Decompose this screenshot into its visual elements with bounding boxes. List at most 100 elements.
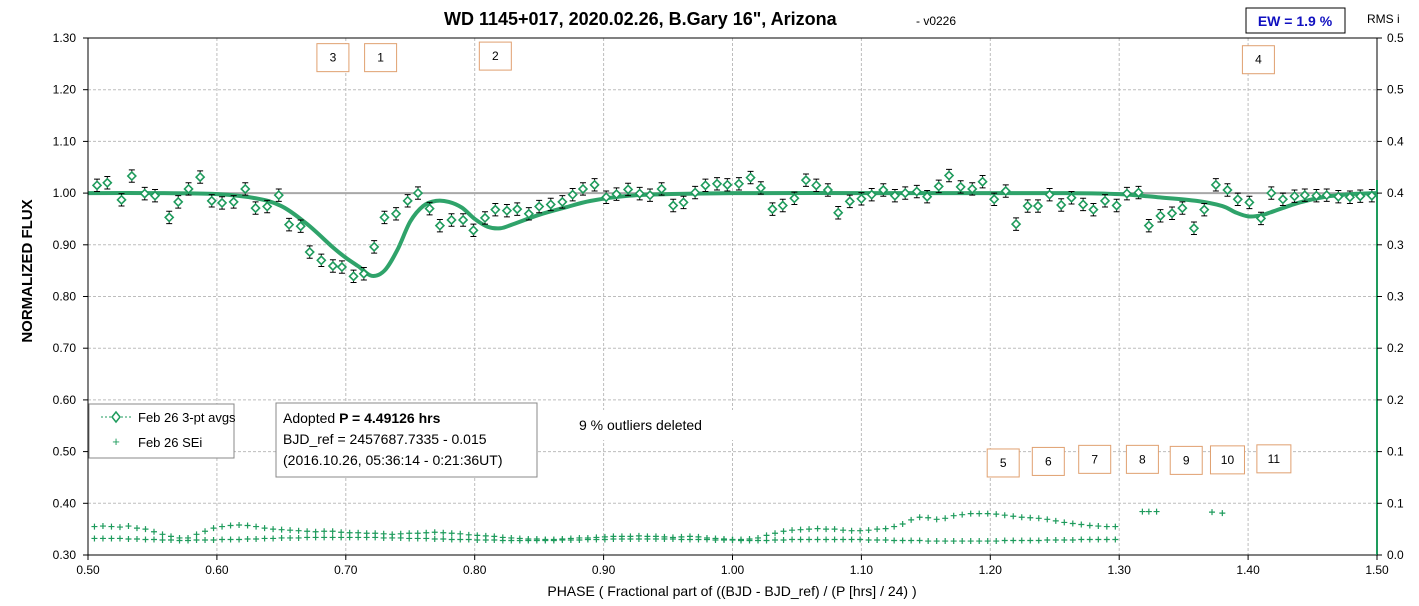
legend-box	[88, 403, 235, 459]
avg-point	[126, 170, 137, 182]
avg-point	[989, 194, 1000, 205]
y2-tick-label: 0.2	[1387, 393, 1404, 407]
avg-point	[577, 183, 589, 195]
avg-point	[358, 268, 369, 279]
sei-point	[338, 534, 345, 541]
dip-label-box	[1256, 444, 1292, 474]
avg-point	[1210, 179, 1222, 190]
sei-point	[576, 537, 583, 544]
info-line3: (2016.10.26, 05:36:14 - 0:21:36UT)	[283, 452, 502, 468]
avg-point	[900, 187, 911, 199]
avg-point	[977, 176, 988, 187]
avg-point	[622, 184, 634, 195]
sei-point	[202, 537, 209, 544]
x-tick-label: 0.60	[205, 563, 229, 577]
sei-point	[125, 535, 132, 542]
sei-point	[270, 526, 277, 533]
avg-point	[933, 181, 944, 192]
sei-point	[219, 523, 226, 530]
avg-point	[755, 182, 766, 194]
dip-label: 2	[492, 49, 499, 63]
sei-point	[1018, 514, 1025, 521]
sei-point	[1086, 522, 1093, 529]
sei-point	[1103, 536, 1110, 543]
sei-point	[993, 538, 1000, 545]
sei-point	[321, 534, 328, 541]
avg-point	[295, 221, 306, 232]
avg-point	[1222, 184, 1233, 196]
sei-point	[1219, 510, 1226, 517]
avg-point	[446, 214, 457, 226]
avg-point	[700, 180, 711, 191]
avg-point	[316, 255, 327, 266]
x-tick-label: 1.10	[850, 563, 874, 577]
sei-point	[1001, 537, 1008, 544]
sei-point	[814, 525, 821, 532]
dip-label-box	[1031, 446, 1065, 476]
sei-point	[295, 527, 302, 534]
avg-point	[856, 193, 867, 204]
avg-point	[800, 175, 812, 186]
sei-point	[1153, 508, 1160, 515]
avg-point	[545, 199, 556, 210]
sei-point	[1035, 537, 1042, 544]
avg-point	[1321, 190, 1332, 201]
sei-point	[116, 524, 123, 531]
avg-point	[1255, 213, 1267, 224]
avg-point	[149, 190, 161, 201]
sei-point	[899, 537, 906, 544]
dip-label-box	[478, 41, 512, 71]
sei-point	[925, 538, 932, 545]
sei-point	[236, 536, 243, 543]
dip-label: 5	[1000, 456, 1007, 470]
sei-point	[1078, 536, 1085, 543]
dip-label-box	[1169, 445, 1203, 475]
sei-point	[457, 530, 464, 537]
avg-point	[1088, 204, 1099, 215]
avg-point	[1232, 194, 1243, 205]
avg-point	[369, 241, 380, 252]
sei-point	[916, 514, 923, 521]
sei-point	[448, 530, 455, 537]
legend-sei-label: Feb 26 SEi	[138, 435, 202, 450]
sei-point	[261, 535, 268, 542]
sei-point	[159, 531, 166, 538]
sei-point	[763, 532, 770, 539]
sei-point	[1044, 516, 1051, 523]
avg-point	[1010, 218, 1022, 230]
sei-point	[874, 526, 881, 533]
avg-point	[116, 194, 127, 205]
sei-point	[618, 535, 625, 542]
sei-point	[304, 534, 311, 541]
avg-point	[228, 196, 239, 208]
sei-point	[967, 538, 974, 545]
avg-point	[844, 196, 855, 207]
dip-label-box	[1078, 444, 1112, 474]
x-tick-label: 1.20	[979, 563, 1003, 577]
sei-point	[440, 529, 447, 536]
avg-point	[866, 189, 877, 200]
sei-point	[440, 535, 447, 542]
avg-point	[644, 190, 656, 201]
y2-tick-label: 0.0	[1387, 548, 1404, 562]
sei-point	[210, 525, 217, 532]
avg-point	[1333, 191, 1344, 202]
avg-point	[1121, 188, 1133, 199]
sei-point	[227, 522, 234, 529]
sei-point	[882, 537, 889, 544]
avg-point	[1111, 200, 1122, 211]
avg-point	[1066, 192, 1077, 203]
avg-point	[811, 180, 822, 191]
sei-point	[610, 535, 617, 542]
sei-point	[295, 534, 302, 541]
sei-point	[1027, 537, 1034, 544]
avg-point	[745, 172, 756, 183]
sei-point	[312, 534, 319, 541]
sei-point	[168, 537, 175, 544]
dip-label-box	[1209, 445, 1245, 475]
y2-tick-label: 0.5	[1387, 83, 1404, 97]
y-tick-label: 0.70	[53, 341, 77, 355]
sei-point	[372, 534, 379, 541]
avg-point	[722, 179, 733, 190]
y-tick-label: 0.60	[53, 393, 77, 407]
